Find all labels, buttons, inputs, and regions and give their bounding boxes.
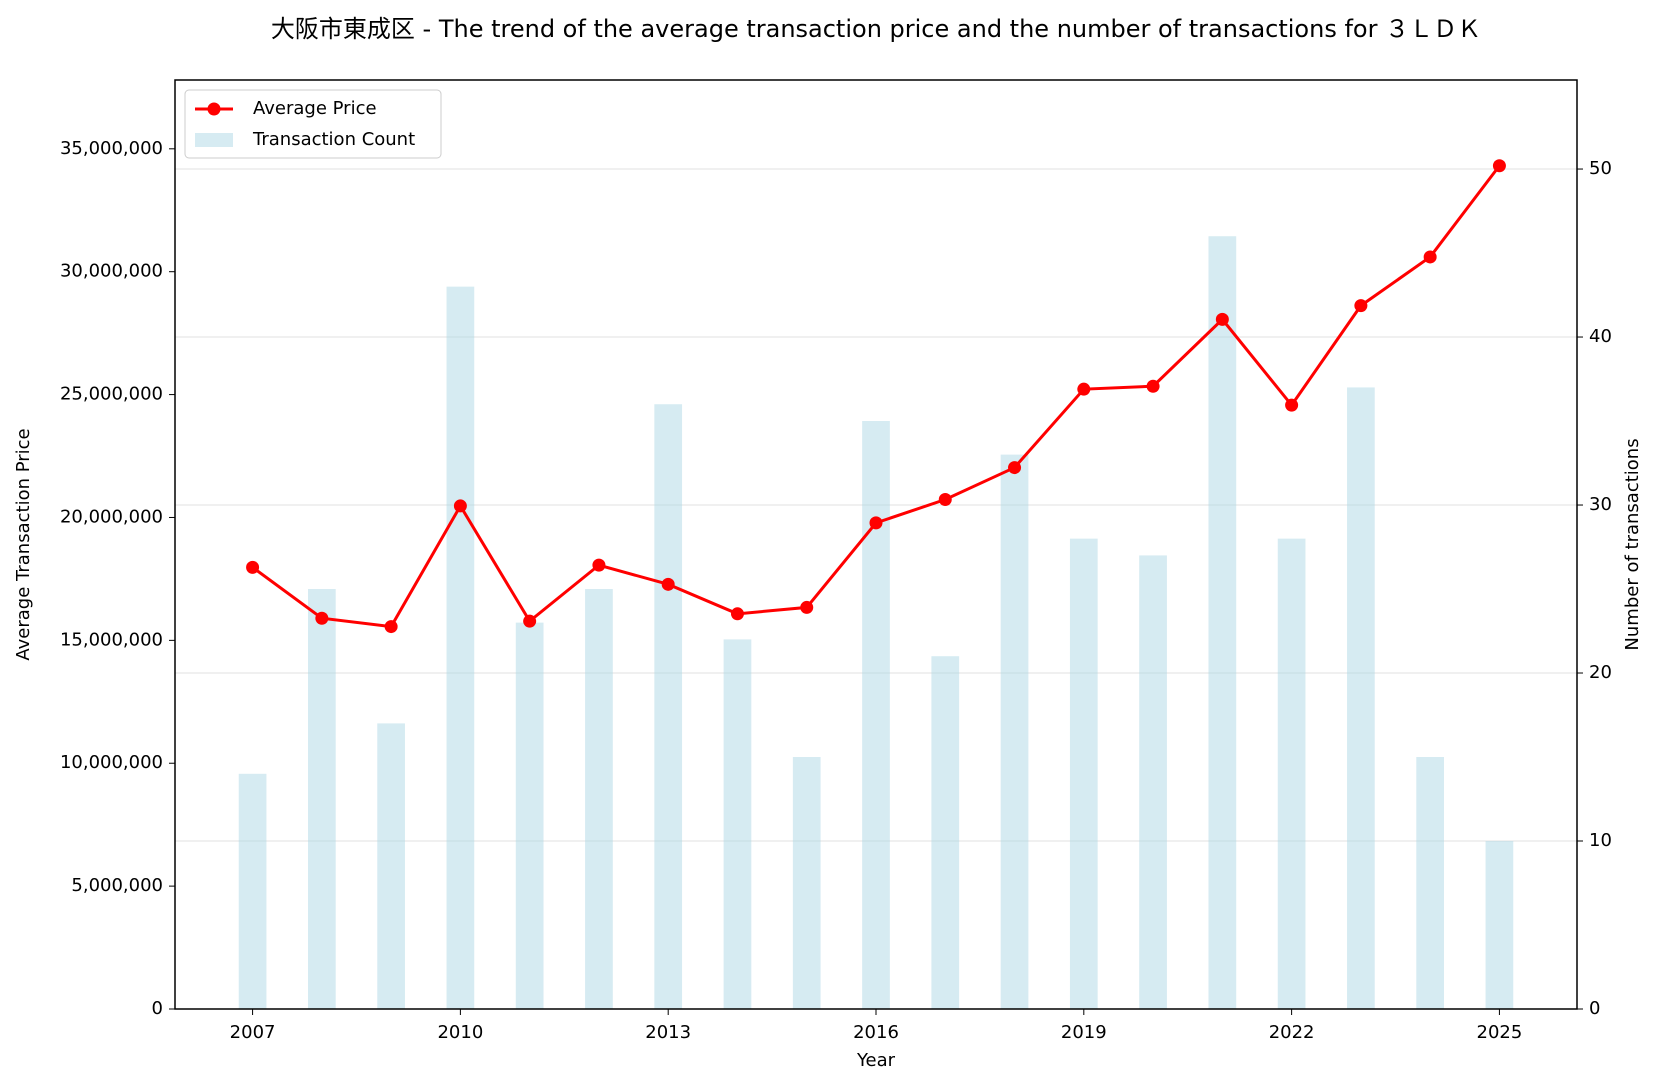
bar <box>723 639 752 1009</box>
price-marker <box>453 499 467 513</box>
x-axis-label: Year <box>856 1050 896 1071</box>
bar <box>792 757 821 1009</box>
y-tick-label: 35,000,000 <box>60 138 163 159</box>
price-marker <box>1146 379 1160 393</box>
y2-tick-label: 20 <box>1589 662 1612 683</box>
price-marker <box>1215 312 1229 326</box>
y-tick-label: 25,000,000 <box>60 384 163 405</box>
x-tick-label: 2019 <box>1061 1022 1107 1043</box>
bar <box>515 622 544 1009</box>
price-marker <box>1492 159 1506 173</box>
y2-tick-label: 40 <box>1589 326 1612 347</box>
bar <box>585 589 613 1009</box>
bar <box>1347 387 1375 1009</box>
plot-frame <box>174 79 1578 1010</box>
y2-tick-label: 0 <box>1589 998 1600 1019</box>
legend-box <box>184 89 442 159</box>
price-marker <box>1354 299 1368 313</box>
y-tick-label: 30,000,000 <box>60 261 163 282</box>
x-tick-label: 2022 <box>1269 1022 1315 1043</box>
y2-tick-label: 50 <box>1589 158 1612 179</box>
legend-label: Average Price <box>253 98 377 119</box>
price-marker <box>1077 382 1091 396</box>
bar <box>862 421 890 1009</box>
price-marker <box>661 577 675 591</box>
y2-tick-label: 10 <box>1589 830 1612 851</box>
bar <box>654 404 683 1009</box>
y2-tick-label: 30 <box>1589 494 1612 515</box>
x-tick-label: 2010 <box>437 1022 483 1043</box>
y-tick-label: 15,000,000 <box>60 629 163 650</box>
price-marker <box>1423 250 1437 264</box>
price-marker <box>315 611 329 625</box>
y-tick-label: 20,000,000 <box>60 506 163 527</box>
y-tick-label: 0 <box>152 998 163 1019</box>
legend-patch <box>195 133 233 147</box>
bar <box>377 723 405 1009</box>
bar <box>1069 538 1098 1009</box>
bar <box>446 286 475 1009</box>
price-marker <box>938 493 952 507</box>
legend-label: Transaction Count <box>252 129 415 150</box>
price-marker <box>800 600 814 614</box>
x-tick-label: 2025 <box>1477 1022 1523 1043</box>
x-tick-label: 2016 <box>853 1022 899 1043</box>
y2-axis-label: Number of transactions <box>1622 438 1643 650</box>
bar <box>307 589 336 1009</box>
price-marker <box>1008 461 1022 475</box>
legend-marker <box>207 102 221 116</box>
chart-title: 大阪市東成区 - The trend of the average transa… <box>271 15 1481 43</box>
bar <box>1208 236 1237 1009</box>
x-tick-label: 2013 <box>645 1022 691 1043</box>
bar <box>931 656 960 1009</box>
y-tick-label: 10,000,000 <box>60 752 163 773</box>
price-marker <box>1285 398 1299 412</box>
price-marker <box>246 560 260 574</box>
price-marker <box>523 614 537 628</box>
y-tick-label: 5,000,000 <box>71 875 163 896</box>
y-axis-label: Average Transaction Price <box>13 428 34 660</box>
price-marker <box>592 558 606 572</box>
bar <box>1277 538 1306 1009</box>
bar <box>1485 841 1514 1009</box>
price-marker <box>869 516 883 530</box>
x-tick-label: 2007 <box>230 1022 276 1043</box>
price-marker <box>730 607 744 621</box>
bar <box>1416 757 1445 1009</box>
bar <box>1000 454 1029 1009</box>
price-marker <box>384 620 398 634</box>
bar <box>1139 555 1167 1009</box>
bar <box>238 773 267 1009</box>
